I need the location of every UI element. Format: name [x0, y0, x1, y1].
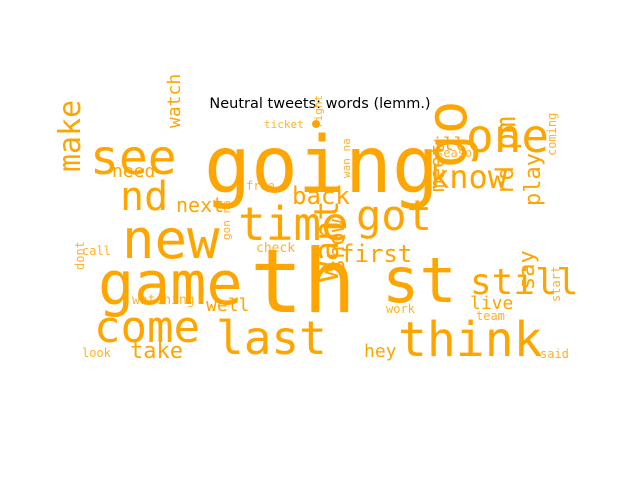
word-right: right — [312, 95, 325, 128]
word-say: say — [515, 250, 540, 290]
word-next: next — [176, 193, 224, 217]
word-check: check — [256, 241, 295, 256]
word-nd: nd — [120, 174, 168, 220]
word-still: still — [470, 262, 578, 303]
chart-title: Neutral tweets: words (lemm.) — [209, 96, 431, 112]
word-team: team — [476, 309, 505, 323]
word-hey: hey — [364, 341, 397, 362]
word-got: got — [356, 191, 432, 240]
word-back: back — [292, 182, 350, 210]
word-wan-na: wan na — [340, 138, 353, 178]
word-want: want — [307, 200, 347, 282]
word-season: season — [436, 146, 479, 160]
word-know: know — [430, 158, 508, 196]
word-pm: pm — [489, 116, 522, 150]
word-see: see — [90, 130, 177, 186]
word-look: look — [82, 346, 112, 360]
word-gon-na: gon na — [220, 200, 233, 240]
word-one: one — [466, 109, 549, 163]
word-free: free — [246, 179, 275, 193]
word-well: well — [206, 295, 249, 316]
dot-mark — [312, 120, 320, 128]
word-first: first — [340, 240, 412, 268]
word-rd: rd — [491, 166, 519, 195]
word-call: call — [82, 244, 111, 258]
word-game: game — [98, 249, 243, 319]
word-show: show — [325, 218, 350, 272]
word-ill: ill — [432, 134, 465, 155]
word-meet: meet — [425, 144, 449, 192]
word-time: time — [238, 197, 349, 251]
word-work: work — [386, 302, 416, 316]
word-live: live — [470, 293, 513, 314]
word-ticket: ticket — [264, 118, 304, 131]
word-dont: dont — [73, 241, 87, 270]
word-watch: watch — [164, 74, 185, 128]
word-play: play — [521, 153, 546, 206]
word-th: th — [250, 230, 356, 333]
word-said: said — [540, 347, 569, 361]
word-come: come — [94, 302, 200, 353]
word-coming: coming — [545, 113, 559, 156]
word-make: make — [53, 100, 88, 172]
word-need: need — [112, 161, 155, 182]
word-take: take — [130, 339, 183, 364]
word-last: last — [216, 311, 327, 365]
word-watching: watching — [132, 293, 195, 308]
word-think: think — [398, 312, 543, 368]
word-new: new — [122, 208, 220, 271]
word-start: start — [549, 266, 563, 302]
word-going: going — [204, 121, 439, 211]
word-st: st — [382, 244, 457, 317]
word-go: go — [415, 101, 480, 168]
